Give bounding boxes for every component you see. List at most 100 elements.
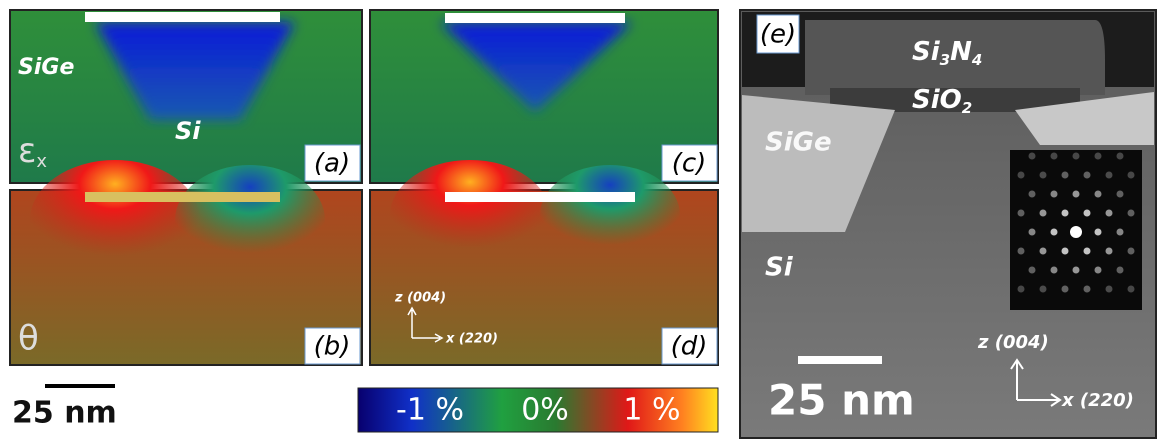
- panel-b: θ (b): [9, 160, 363, 366]
- diffraction-spot: [1083, 209, 1091, 217]
- label-box: [661, 327, 718, 365]
- diffraction-spot: [1039, 247, 1047, 255]
- diffraction-spot: [1061, 209, 1069, 217]
- axis-z: z (004): [977, 332, 1049, 353]
- diffraction-spot: [1050, 228, 1058, 236]
- diffraction-spot: [1083, 285, 1091, 293]
- diffraction-spot: [1061, 171, 1069, 179]
- label-box: [304, 144, 361, 182]
- scale-label: 25 nm: [12, 396, 117, 431]
- diffraction-spot: [1105, 171, 1113, 179]
- diffraction-spot: [1039, 209, 1047, 217]
- rotation-region: [175, 165, 325, 275]
- label-sige: SiGe: [18, 55, 74, 80]
- diffraction-spot: [1072, 152, 1080, 160]
- diffraction-spot: [1050, 190, 1058, 198]
- diffraction-spot: [1017, 171, 1025, 179]
- diffraction-spot: [1127, 171, 1135, 179]
- axis-arrows: [1010, 358, 1062, 407]
- diffraction-spot: [1105, 247, 1113, 255]
- colorbar-label: 1 %: [623, 393, 680, 428]
- diffraction-spot: [1116, 190, 1124, 198]
- diffraction-spot: [1094, 266, 1102, 274]
- diffraction-spot: [1028, 190, 1036, 198]
- colorbar-label: -1 %: [396, 393, 464, 428]
- diffraction-spot: [1061, 247, 1069, 255]
- symbol: εx: [18, 131, 47, 173]
- panel-label: (c): [672, 149, 707, 179]
- gate: [85, 192, 280, 202]
- layer-label: Si3N4: [912, 37, 982, 69]
- layer-label: SiGe: [765, 128, 832, 158]
- panel-label: (a): [314, 149, 350, 179]
- label-box: [661, 144, 718, 182]
- axis-x: x (220): [1061, 390, 1134, 411]
- symbol: θ: [18, 319, 39, 359]
- text: N: [950, 37, 972, 67]
- diffraction-spot: [1070, 226, 1082, 238]
- diffraction-spot: [1127, 209, 1135, 217]
- panel-e: (e) Si3N4 SiO2 SiGe Si 25 nm z (004) x (…: [739, 9, 1157, 439]
- text: SiO: [912, 85, 962, 115]
- axis-x: x (220): [445, 332, 498, 347]
- gate: [85, 12, 280, 22]
- panel-label: (b): [314, 332, 351, 362]
- diffraction-spot: [1017, 209, 1025, 217]
- colorbar: [357, 387, 719, 433]
- diffraction-spots: [1017, 152, 1135, 293]
- diffraction-spot: [1094, 190, 1102, 198]
- diffraction-spot: [1116, 152, 1124, 160]
- diffraction-spot: [1028, 228, 1036, 236]
- diffraction-spot: [1105, 285, 1113, 293]
- diffraction-spot: [1061, 285, 1069, 293]
- panel-label: (d): [671, 332, 708, 362]
- diffraction-spot: [1039, 171, 1047, 179]
- diffraction-spot: [1072, 190, 1080, 198]
- diffraction-spot: [1127, 247, 1135, 255]
- sub: 4: [971, 51, 982, 69]
- rotation-region: [390, 160, 550, 270]
- strain-region: [95, 22, 295, 120]
- sub: 3: [940, 51, 950, 69]
- diffraction-spot: [1050, 266, 1058, 274]
- gate: [445, 13, 625, 23]
- sub: 2: [962, 99, 972, 117]
- axis-z: z (004): [394, 291, 446, 306]
- panel-c: (c): [369, 9, 719, 184]
- sige-region: [1015, 92, 1154, 145]
- strain-region: [440, 22, 632, 112]
- symbol-sub: x: [36, 151, 47, 172]
- layer-label: Si: [765, 253, 794, 283]
- diffraction-spot: [1083, 171, 1091, 179]
- diffraction-spot: [1083, 247, 1091, 255]
- sige-region: [742, 95, 895, 232]
- diffraction-spot: [1017, 247, 1025, 255]
- scale-label: 25 nm: [768, 376, 915, 425]
- text: Si: [912, 37, 941, 67]
- rotation-region: [540, 165, 680, 265]
- label-box: [756, 14, 800, 54]
- panel-d: z (004) x (220) (d): [369, 160, 719, 366]
- diffraction-spot: [1116, 266, 1124, 274]
- rotation-region: [30, 160, 200, 280]
- diffraction-spot: [1105, 209, 1113, 217]
- diffraction-spot: [1116, 228, 1124, 236]
- nitride-layer: [805, 20, 1105, 95]
- symbol-main: ε: [18, 131, 36, 171]
- diffraction-spot: [1039, 285, 1047, 293]
- diffraction-spot: [1127, 285, 1135, 293]
- axis-arrows: [407, 306, 444, 343]
- colorbar-label: 0%: [521, 393, 569, 428]
- diffraction-spot: [1028, 152, 1036, 160]
- panel-label: (e): [760, 20, 796, 50]
- diffraction-spot: [1050, 152, 1058, 160]
- diffraction-spot: [1094, 152, 1102, 160]
- diffraction-spot: [1017, 285, 1025, 293]
- diffraction-spot: [1028, 266, 1036, 274]
- diffraction-spot: [1072, 266, 1080, 274]
- layer-label: SiO2: [912, 85, 972, 117]
- panel-a: SiGe Si εx (a): [9, 9, 363, 184]
- diffraction-spot: [1094, 228, 1102, 236]
- gate: [445, 192, 635, 202]
